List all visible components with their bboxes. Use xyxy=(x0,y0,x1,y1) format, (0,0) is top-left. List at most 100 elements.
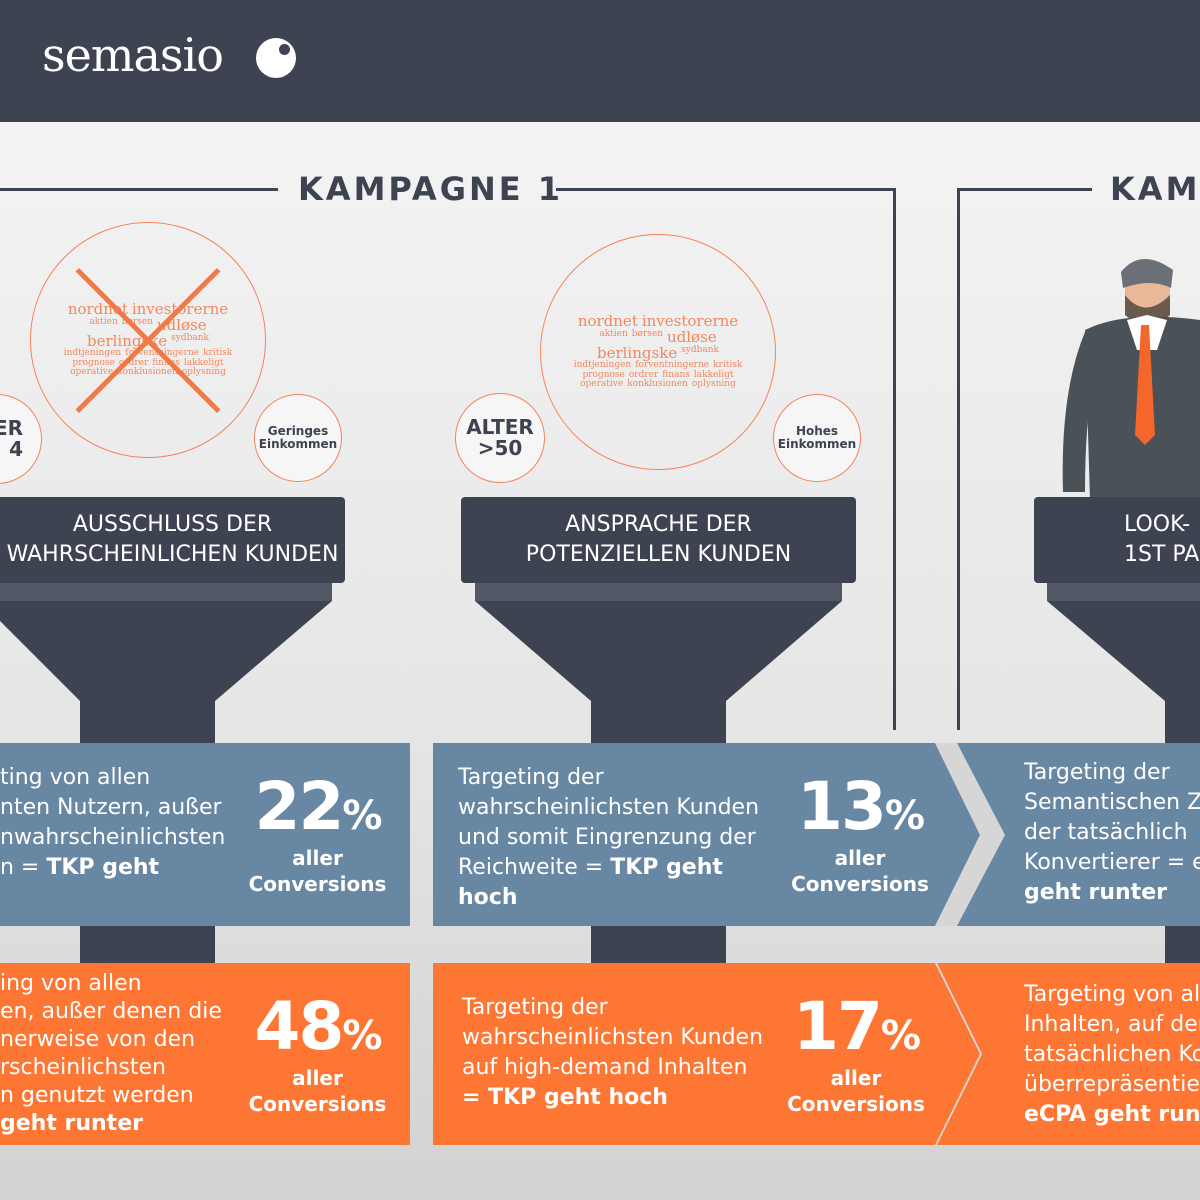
stat-13: 13% aller Conversions xyxy=(790,768,930,897)
box-title: AUSSCHLUSS DER xyxy=(72,512,273,537)
text-line: nten Nutzern, außer xyxy=(0,795,222,820)
text-line: nerweise von den xyxy=(0,1027,196,1052)
text-line: ing von allen xyxy=(0,971,142,996)
high-income-circle: Hohes Einkommen xyxy=(773,394,861,482)
cloud-word: ordrer xyxy=(628,369,659,380)
word-cloud-targeted: nordnet investorerne aktien børsen udløse ber… xyxy=(540,234,776,470)
text-line: und somit Eingrenzung der xyxy=(458,825,756,850)
box-title: ANSPRACHE DER xyxy=(565,512,752,537)
text-line: wahrscheinlichsten Kunden xyxy=(462,1025,764,1050)
cloud-word: prognose xyxy=(582,369,625,380)
blue-panel xyxy=(0,743,410,926)
orange-panel xyxy=(0,963,410,1145)
text-line: ting von allen xyxy=(0,765,151,790)
income-label: Hohes xyxy=(795,424,839,439)
text-line: rscheinlichsten xyxy=(0,1055,166,1080)
stat-label: Conversions xyxy=(248,1092,387,1116)
funnel-rim xyxy=(1047,583,1200,601)
cloud-word: ordrer xyxy=(118,357,149,368)
stat-22: 22% aller Conversions xyxy=(245,768,390,897)
bold-text: eCPA geht runte xyxy=(1024,1102,1200,1127)
stat-48: 48% aller Conversions xyxy=(245,988,390,1117)
cloud-word: udløse xyxy=(667,327,717,346)
text-line: auf high-demand Inhalten xyxy=(462,1055,748,1080)
orange-panel xyxy=(937,963,1200,1145)
text-line: der tatsächlich xyxy=(1024,820,1188,845)
funnel-cone xyxy=(0,601,332,701)
blue-3-text: Targeting der Semantischen Z der tatsäch… xyxy=(1024,758,1200,908)
funnel-rim xyxy=(0,583,332,601)
age-circle: ALTER >50 xyxy=(455,393,545,483)
blue-2-text: Targeting der wahrscheinlichsten Kunden … xyxy=(458,763,793,913)
stat-label: Conversions xyxy=(248,872,387,896)
percent-sign: % xyxy=(342,793,382,839)
text-line: Targeting der xyxy=(462,995,608,1020)
cloud-word: prognose xyxy=(72,357,115,368)
income-label: Einkommen xyxy=(777,437,857,451)
cloud-word: kritisk xyxy=(203,348,233,359)
text-line: Konvertierer = e xyxy=(1024,850,1200,875)
funnel-rim xyxy=(475,583,842,601)
cloud-word: sydbank xyxy=(171,332,209,343)
cloud-word: kritisk xyxy=(713,360,743,371)
age-circle: ER 4 xyxy=(0,394,42,484)
divider xyxy=(957,188,1092,191)
cloud-word: operative xyxy=(580,379,624,390)
text-line: Inhalten, auf den xyxy=(1024,1012,1200,1037)
cloud-word: indtjeningen xyxy=(63,348,122,359)
cloud-word: oplysning xyxy=(691,379,736,390)
cloud-word: børsen xyxy=(121,316,153,327)
text-line: n genutzt werden xyxy=(0,1083,194,1108)
cloud-word: indtjeningen xyxy=(573,360,632,371)
cloud-word: finans xyxy=(662,369,690,380)
stat-label: aller xyxy=(830,1066,882,1090)
semasio-mark-icon xyxy=(256,38,296,78)
age-value: >50 xyxy=(477,436,523,460)
percent-value: 13 xyxy=(797,768,887,845)
targeting-box: ANSPRACHE DER POTENZIELLEN KUNDEN xyxy=(461,497,856,583)
box-title: 1ST PA xyxy=(1124,542,1200,567)
cloud-word: sydbank xyxy=(681,344,719,355)
cloud-word: aktien xyxy=(89,316,118,327)
orange-arrow-panel xyxy=(433,963,980,1145)
bold-text: geht runter xyxy=(0,1111,143,1136)
stat-label: Conversions xyxy=(787,1092,925,1116)
text-line: en, außer denen die xyxy=(0,999,222,1024)
text-line: Targeting der xyxy=(1024,760,1170,785)
age-label: ER xyxy=(0,416,23,440)
cloud-word: berlingske xyxy=(596,343,678,362)
bold-text: geht runter xyxy=(1024,880,1167,905)
stat-17: 17% aller Conversions xyxy=(786,988,926,1117)
divider xyxy=(957,188,960,730)
exclusion-box: AUSSCHLUSS DER WAHRSCHEINLICHEN KUNDEN xyxy=(0,497,345,583)
bold-text: TKP geht xyxy=(46,855,160,880)
percent-value: 17 xyxy=(793,988,883,1065)
cloud-word: operative xyxy=(70,367,114,378)
orange-2-text: Targeting der wahrscheinlichsten Kunden … xyxy=(462,993,792,1113)
semasio-logo: semasio xyxy=(42,28,224,82)
cloud-word: lakkeligt xyxy=(183,357,224,368)
income-label: Geringes xyxy=(267,424,329,439)
blue-1-text: ting von allen nten Nutzern, außer nwahr… xyxy=(0,763,240,883)
percent-sign: % xyxy=(342,1013,382,1059)
text-line: Targeting von al xyxy=(1024,982,1200,1007)
campaign-1-title: KAMPAGNE 1 xyxy=(298,170,563,208)
text-line: überrepräsentie xyxy=(1024,1072,1200,1097)
box-title: LOOK- xyxy=(1124,512,1191,537)
stat-label: aller xyxy=(292,846,343,870)
percent-value: 22 xyxy=(254,768,345,845)
income-label: Einkommen xyxy=(258,437,338,451)
cloud-word: konklusionen xyxy=(117,367,178,378)
blue-panel xyxy=(935,743,1200,926)
bold-text: hoch xyxy=(458,885,518,910)
bold-text: TKP geht xyxy=(610,855,723,880)
funnel-cone xyxy=(1047,601,1200,701)
divider xyxy=(556,188,896,191)
header-bar: semasio xyxy=(0,0,1200,122)
orange-3-text: Targeting von al Inhalten, auf den tatsä… xyxy=(1024,980,1200,1130)
cloud-word: forventningerne xyxy=(635,360,710,371)
text-line: wahrscheinlichsten Kunden xyxy=(458,795,760,820)
businessman-illustration xyxy=(1062,258,1200,500)
cloud-word: konklusionen xyxy=(627,379,688,390)
box-title: WAHRSCHEINLICHEN KUNDEN xyxy=(6,542,339,567)
